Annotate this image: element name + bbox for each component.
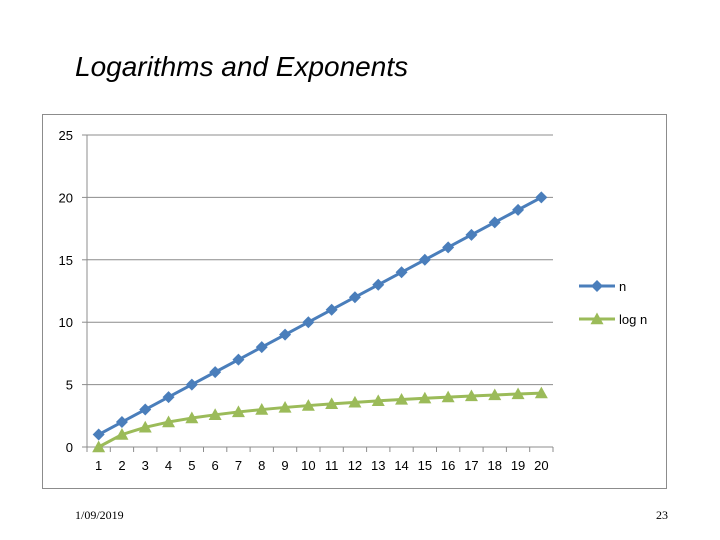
y-tick-label: 0: [66, 440, 73, 455]
x-tick-label: 14: [394, 458, 408, 473]
triangle-marker: [255, 403, 269, 415]
triangle-marker: [590, 312, 604, 325]
page-number: 23: [656, 508, 668, 522]
x-tick-label: 12: [348, 458, 362, 473]
x-tick-label: 20: [534, 458, 548, 473]
triangle-marker: [115, 428, 129, 440]
x-tick-label: 17: [464, 458, 478, 473]
triangle-marker: [395, 392, 409, 405]
x-tick-label: 8: [258, 458, 265, 473]
x-tick-label: 5: [188, 458, 195, 473]
series-line: [97, 391, 542, 449]
diamond-marker: [92, 428, 105, 441]
x-tick-label: 4: [165, 458, 172, 473]
x-tick-label: 18: [488, 458, 502, 473]
triangle-marker: [418, 391, 432, 404]
triangle-marker: [231, 405, 245, 418]
diamond-marker: [488, 216, 501, 229]
x-tick-label: 19: [511, 458, 525, 473]
diamond-marker: [115, 416, 128, 429]
diamond-marker: [185, 378, 198, 391]
triangle-marker: [92, 440, 106, 453]
diamond-marker: [372, 278, 385, 291]
x-tick-label: 9: [281, 458, 288, 473]
y-tick-label: 10: [59, 315, 73, 330]
diamond-marker: [348, 291, 361, 304]
triangle-marker: [348, 395, 362, 408]
slide-title: Logarithms and Exponents: [75, 51, 409, 82]
legend: n log n: [579, 279, 647, 327]
triangle-marker: [441, 390, 455, 403]
y-tick-label: 15: [59, 253, 73, 268]
diamond-marker: [255, 341, 268, 354]
diamond-marker: [418, 253, 431, 266]
triangle-marker: [301, 399, 315, 411]
diamond-marker: [232, 353, 245, 366]
chart-frame: 0 5 10 15 20 25 1 2 3 4 5 6 7 8 9 10 11 12 13 14 15 16 17 18 19 2…: [42, 114, 667, 489]
triangle-marker: [278, 400, 292, 413]
legend-label: log n: [619, 312, 647, 327]
y-tick-label: 5: [66, 378, 73, 393]
diamond-marker: [535, 191, 548, 204]
legend-entry: n: [579, 279, 626, 294]
x-tick-label: 2: [118, 458, 125, 473]
triangle-marker: [185, 411, 199, 424]
gridlines: [87, 134, 553, 386]
diamond-marker: [591, 280, 603, 292]
x-tick-label: 11: [325, 458, 339, 473]
diamond-marker: [395, 266, 408, 279]
legend-entry: log n: [579, 312, 647, 327]
triangle-marker: [138, 420, 152, 433]
footer-date: 1/09/2019: [75, 508, 124, 522]
series-log-n: [92, 386, 548, 453]
diamond-marker: [442, 241, 455, 254]
diamond-marker: [139, 403, 152, 416]
x-tick-label: 3: [142, 458, 149, 473]
diamond-marker: [162, 391, 175, 404]
triangle-marker: [534, 386, 548, 399]
diamond-marker: [209, 366, 222, 379]
triangle-marker: [325, 397, 339, 410]
series: [92, 191, 548, 453]
triangle-marker: [208, 408, 222, 421]
legend-label: n: [619, 279, 626, 294]
x-tick-label: 1: [95, 458, 102, 473]
y-tick-label: 25: [59, 128, 73, 143]
y-tick-label: 20: [59, 190, 73, 205]
triangle-marker: [488, 388, 502, 401]
triangle-marker: [162, 415, 176, 428]
triangle-marker: [371, 394, 385, 407]
diamond-marker: [512, 203, 525, 216]
diamond-marker: [325, 303, 338, 316]
x-tick-label: 10: [301, 458, 315, 473]
x-tick-label: 15: [418, 458, 432, 473]
diamond-marker: [465, 228, 478, 241]
x-tick-label: 16: [441, 458, 455, 473]
x-tick-label: 7: [235, 458, 242, 473]
diamond-marker: [279, 328, 292, 341]
series-n: [92, 191, 548, 441]
triangle-marker: [511, 387, 525, 400]
x-tick-label: 13: [371, 458, 385, 473]
triangle-marker: [464, 389, 478, 402]
x-tick-label: 6: [212, 458, 219, 473]
diamond-marker: [302, 316, 315, 329]
